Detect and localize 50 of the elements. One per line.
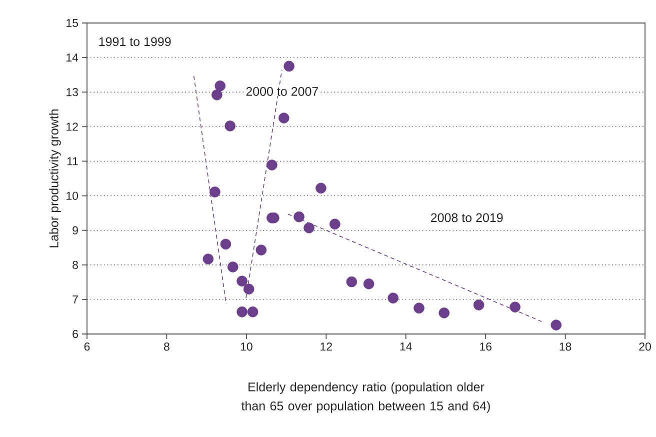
point: [363, 278, 374, 290]
x-tick-label: 10: [240, 342, 252, 351]
x-tick-label: 14: [400, 342, 412, 350]
point: [202, 254, 214, 264]
y-tick-label: 9: [72, 226, 78, 234]
x-tick-label: 16: [480, 342, 492, 351]
y-tick-label: 15: [66, 18, 78, 28]
point: [236, 276, 248, 287]
point: [414, 302, 424, 314]
point: [550, 320, 562, 330]
point: [278, 112, 290, 124]
point: [256, 244, 267, 256]
point: [236, 306, 248, 318]
y-tick-label: 12: [66, 122, 78, 131]
y-axis-title: Labor productivity growth: [49, 110, 61, 248]
x-tick-label: 18: [560, 342, 572, 351]
point: [224, 120, 236, 132]
y-tick-label: 10: [66, 192, 78, 200]
point: [266, 160, 278, 170]
y-tick-label: 14: [66, 54, 78, 62]
y-tick-label: 11: [67, 157, 78, 166]
annotation: 2008 to 2019: [431, 213, 503, 222]
y-tick-label: 8: [72, 260, 78, 269]
x-tick-label: 6: [84, 342, 90, 351]
point: [473, 300, 484, 310]
y-tick-label: 13: [66, 88, 78, 96]
point: [227, 262, 238, 272]
y-tick-label: 7: [72, 295, 78, 304]
x-tick-label: 12: [320, 342, 332, 351]
point: [220, 238, 232, 250]
point: [304, 222, 314, 234]
point: [247, 306, 258, 318]
point: [214, 80, 226, 92]
point: [388, 292, 399, 304]
x-tick-label: 20: [639, 342, 651, 351]
x-tick-label: 8: [164, 342, 170, 351]
point: [330, 218, 340, 230]
y-tick-label: 6: [72, 330, 78, 338]
annotation: 2000 to 2007: [246, 86, 318, 96]
point: [210, 186, 220, 198]
point: [316, 182, 326, 194]
point: [212, 89, 222, 100]
annotation: 1991 to 1999: [99, 37, 171, 46]
point: [346, 276, 358, 288]
point: [284, 60, 294, 72]
point: [438, 308, 450, 318]
point: [294, 211, 304, 222]
x-axis-title: Elderly dependency ratio (population older than 65 over population between 15 and 64): [241, 382, 490, 413]
point: [243, 284, 254, 294]
point: [510, 302, 520, 312]
